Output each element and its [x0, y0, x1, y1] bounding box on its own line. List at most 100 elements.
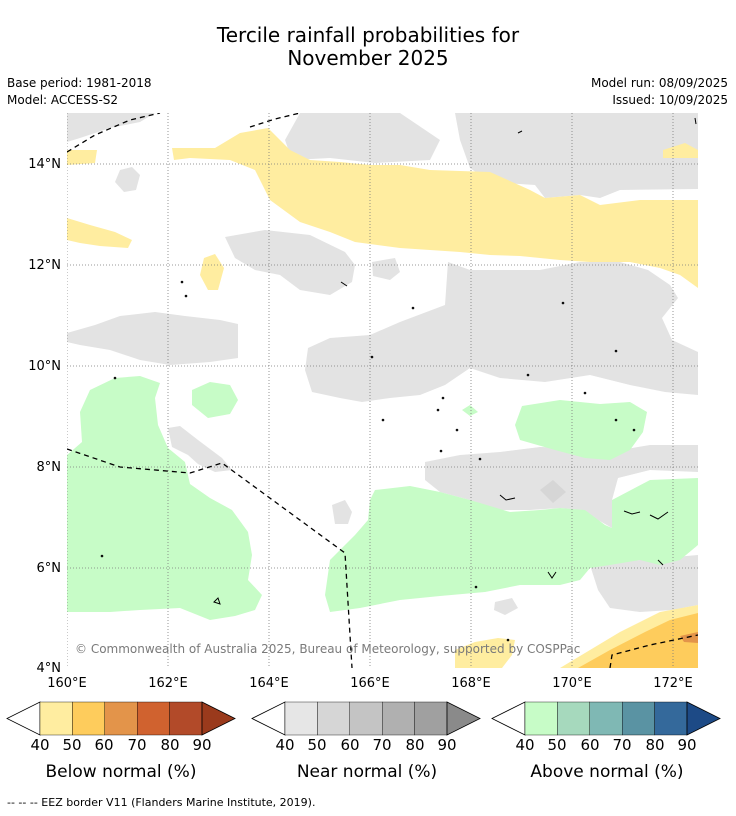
colorbar-tick: 80 [160, 736, 180, 754]
model-label: Model: ACCESS-S2 [7, 93, 119, 107]
colorbar-tick: 60 [580, 736, 600, 754]
above-normal-colorbar [491, 701, 721, 736]
colorbar-tick: 60 [94, 736, 114, 754]
colorbar-tick: 40 [515, 736, 535, 754]
colorbar-tick: 70 [127, 736, 147, 754]
base-period-label: Base period: 1981-2018 [7, 76, 152, 90]
below-region [67, 218, 132, 248]
colorbar-segment [414, 701, 448, 736]
colorbar-tick: 60 [340, 736, 360, 754]
colorbar-segment [317, 701, 350, 736]
colorbar-tick: 40 [30, 736, 50, 754]
colorbar-segment [284, 701, 318, 736]
near-region [590, 555, 698, 612]
near-region [494, 598, 518, 615]
near-normal-colorbar [251, 701, 481, 736]
colorbar-segment [72, 701, 106, 736]
above-region [67, 376, 262, 620]
colorbar-tick: 80 [405, 736, 425, 754]
lat-tick-label: 10°N [28, 359, 61, 374]
colorbar-tick: 50 [307, 736, 327, 754]
near-region [115, 167, 140, 192]
near-region [67, 113, 155, 142]
colorbar-segment [136, 701, 170, 736]
colorbar-tick: 40 [275, 736, 295, 754]
eez-footnote: -- -- -- EEZ border V11 (Flanders Marine… [7, 796, 316, 809]
above-normal-regions [67, 376, 698, 620]
eez-borders [67, 113, 698, 668]
lat-tick-label: 12°N [28, 258, 61, 273]
colorbar-tick: 50 [547, 736, 567, 754]
near-region [540, 480, 566, 503]
colorbar-segment [39, 701, 73, 736]
lon-tick-label: 170°E [552, 676, 592, 691]
lon-tick-label: 172°E [653, 676, 693, 691]
islands [100, 117, 697, 642]
near-region [225, 230, 355, 295]
colorbar-extend-high [446, 701, 481, 736]
lon-tick-label: 160°E [47, 676, 87, 691]
below-normal-regions [67, 128, 698, 668]
above-region [515, 400, 647, 460]
copyright-text: © Commonwealth of Australia 2025, Bureau… [75, 642, 580, 656]
near-normal-regions [67, 113, 698, 615]
map-area: © Commonwealth of Australia 2025, Bureau… [67, 113, 698, 668]
near-region [372, 258, 400, 280]
below-region [67, 150, 97, 165]
map-title-line1: Tercile rainfall probabilities for [216, 23, 520, 47]
model-run-label: Model run: 08/09/2025 [590, 76, 728, 90]
above-region [325, 478, 698, 612]
colorbar-segment [622, 701, 655, 736]
lon-axis-labels: 160°E 162°E 164°E 166°E 168°E 170°E 172°… [47, 676, 693, 691]
below-region [172, 128, 698, 288]
near-region [332, 500, 352, 524]
graticule [67, 113, 698, 668]
colorbar-segment [654, 701, 688, 736]
colorbar-tick: 80 [645, 736, 665, 754]
lat-tick-label: 6°N [37, 561, 62, 576]
colorbar-tick: 70 [612, 736, 632, 754]
below-normal-label: Below normal (%) [45, 762, 197, 782]
near-region [285, 113, 440, 163]
colorbar-segment [589, 701, 623, 736]
below-region [200, 254, 224, 290]
near-normal-label: Near normal (%) [296, 762, 438, 782]
colorbar-segment [104, 701, 138, 736]
colorbar-extend-low [251, 701, 286, 736]
lat-tick-label: 8°N [37, 460, 62, 475]
lat-axis-labels: 4°N 6°N 8°N 10°N 12°N 14°N [28, 157, 61, 676]
colorbar-segment [524, 701, 558, 736]
colorbar-tick: 70 [372, 736, 392, 754]
above-region [192, 382, 238, 418]
above-normal-label: Above normal (%) [530, 762, 684, 782]
lon-tick-label: 166°E [350, 676, 390, 691]
lon-tick-label: 168°E [451, 676, 491, 691]
lon-tick-label: 162°E [148, 676, 188, 691]
lon-tick-label: 164°E [249, 676, 289, 691]
near-region [67, 312, 238, 365]
colorbar-extend-low [6, 701, 41, 736]
near-region [168, 426, 232, 472]
below-region [663, 143, 698, 158]
colorbar-tick: 50 [62, 736, 82, 754]
colorbar-segment [382, 701, 415, 736]
colorbar-segment [349, 701, 383, 736]
colorbar-extend-low [491, 701, 526, 736]
below-normal-colorbar [6, 701, 236, 736]
colorbar-extend-high [201, 701, 236, 736]
lat-tick-label: 4°N [37, 661, 62, 676]
below-region [578, 613, 698, 668]
colorbar-segment [169, 701, 203, 736]
near-region [455, 113, 698, 198]
above-region [462, 405, 478, 416]
colorbar-tick: 90 [192, 736, 212, 754]
colorbar-extend-high [686, 701, 721, 736]
near-region [305, 262, 698, 402]
issued-label: Issued: 10/09/2025 [612, 93, 728, 107]
below-region [455, 638, 515, 668]
map-title-line2: November 2025 [287, 46, 449, 70]
lat-tick-label: 14°N [28, 157, 61, 172]
colorbar-tick: 90 [677, 736, 697, 754]
colorbar-segment [557, 701, 591, 736]
